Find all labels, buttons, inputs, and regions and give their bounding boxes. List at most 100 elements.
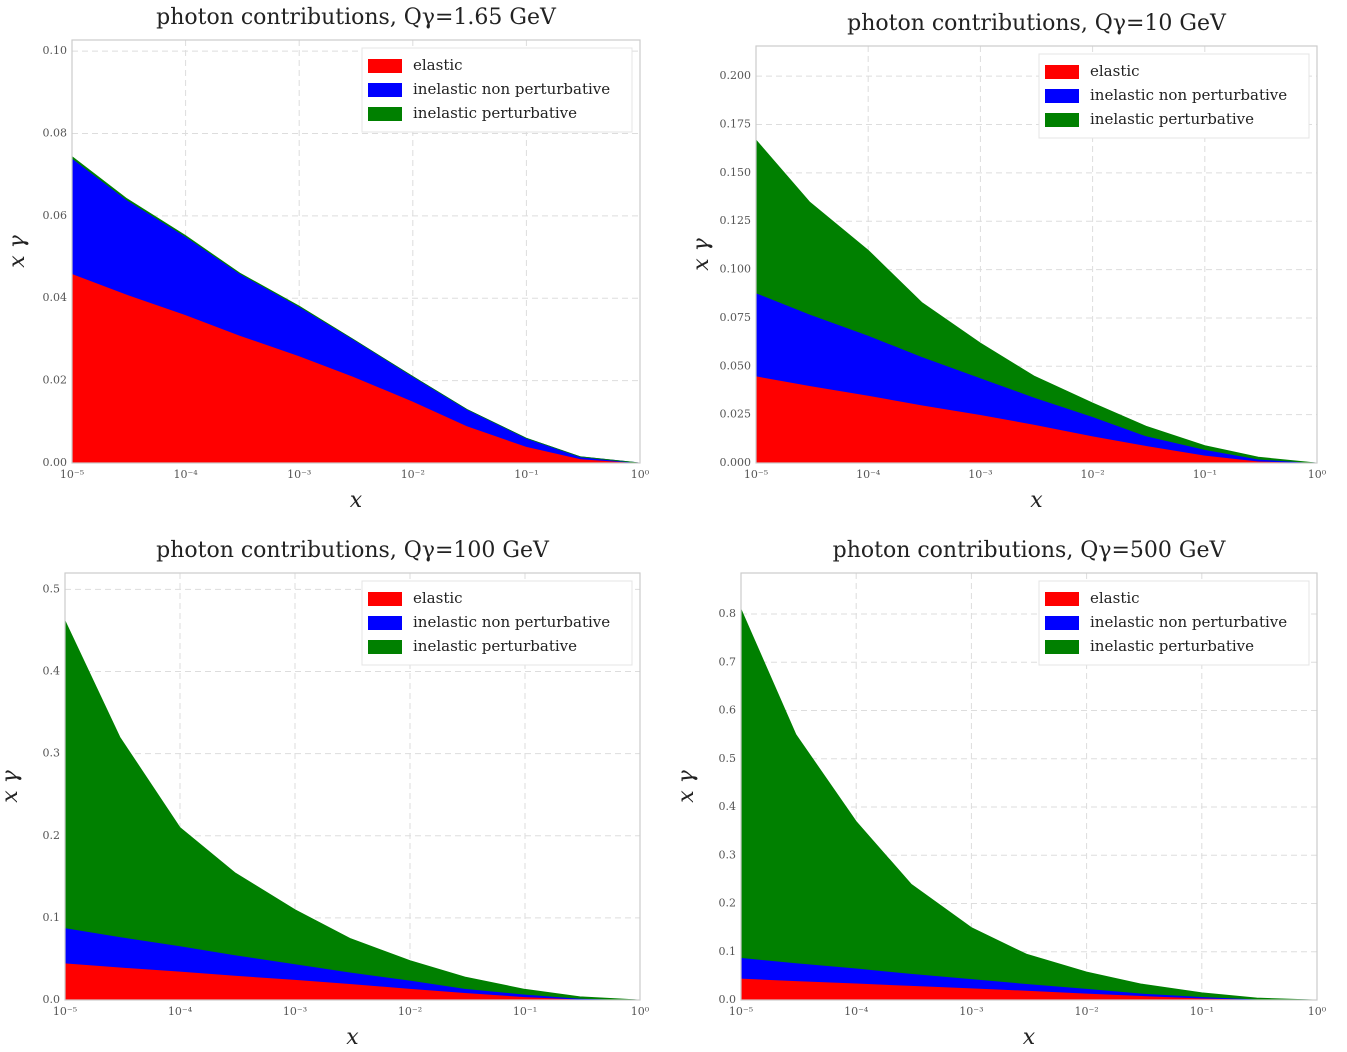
x-tick-label: 10⁻¹: [514, 468, 538, 481]
y-tick-label: 0.02: [43, 374, 68, 387]
legend-swatch: [368, 83, 402, 97]
y-tick-label: 0.00: [43, 456, 68, 469]
y-tick-label: 0.5: [719, 752, 737, 765]
axes-frame: [64, 572, 641, 1001]
x-tick-label: 10⁻²: [1074, 1005, 1098, 1018]
legend-label: inelastic perturbative: [413, 637, 577, 655]
y-tick-label: 0.3: [43, 747, 61, 760]
legend-swatch: [1045, 592, 1079, 606]
y-tick-label: 0.4: [43, 665, 61, 678]
legend-label: inelastic non perturbative: [413, 80, 610, 98]
x-tick-label: 10⁻³: [968, 468, 992, 481]
x-tick-label: 10⁻²: [398, 1005, 422, 1018]
legend-label: inelastic perturbative: [413, 104, 577, 122]
legend-box: [1038, 53, 1310, 139]
y-tick-label: 0.10: [43, 44, 68, 57]
y-tick-label: 0.7: [719, 655, 737, 668]
y-tick-label: 0.1: [43, 911, 61, 924]
x-axis-label: x: [346, 1025, 359, 1048]
x-axis-label: x: [1023, 1025, 1036, 1048]
y-tick-label: 0.150: [720, 166, 752, 179]
y-axis-label: x γ: [674, 769, 699, 802]
y-axis-label: x γ: [5, 234, 30, 267]
x-axis-label: x: [350, 488, 363, 513]
y-tick-label: 0.100: [720, 263, 752, 276]
legend-label: inelastic non perturbative: [413, 613, 610, 631]
legend-swatch: [368, 107, 402, 121]
chart-title: photon contributions, Qγ=1.65 GeV: [156, 5, 557, 30]
y-tick-label: 0.0: [43, 993, 61, 1006]
x-tick-label: 10⁰: [631, 1005, 650, 1018]
y-tick-label: 0.025: [720, 408, 752, 421]
x-tick-label: 10⁻¹: [1193, 468, 1217, 481]
legend-box: [1038, 580, 1310, 666]
legend-swatch: [1045, 113, 1079, 127]
x-tick-label: 10⁻⁵: [60, 468, 84, 481]
legend-label: elastic: [1090, 589, 1140, 607]
x-tick-label: 10⁰: [1308, 1005, 1327, 1018]
legend-swatch: [1045, 89, 1079, 103]
x-tick-label: 10⁻⁴: [173, 468, 198, 481]
axes-frame: [71, 39, 641, 464]
y-tick-label: 0.075: [720, 311, 752, 324]
y-tick-label: 0.5: [43, 582, 61, 595]
y-tick-label: 0.125: [720, 214, 752, 227]
legend-label: inelastic non perturbative: [1090, 86, 1287, 104]
x-tick-label: 10⁻²: [1080, 468, 1104, 481]
panel: 0.000 0.025 0.050 0.075 0.100 0.125 0.150 0.175…: [689, 11, 1327, 513]
y-tick-label: 0.2: [719, 897, 737, 910]
x-tick-label: 10⁻⁴: [168, 1005, 193, 1018]
panel: 0.00 0.02 0.04 0.06 0.08 0.10 10⁻⁵ 10⁻⁴ 10⁻³ 10⁻²…: [5, 5, 650, 513]
x-tick-label: 10⁻³: [287, 468, 311, 481]
legend-label: inelastic perturbative: [1090, 637, 1254, 655]
legend-swatch: [368, 640, 402, 654]
x-tick-label: 10⁻³: [959, 1005, 983, 1018]
legend-label: inelastic non perturbative: [1090, 613, 1287, 631]
y-axis-label: x γ: [0, 769, 23, 802]
y-tick-label: 0.1: [719, 945, 737, 958]
legend-label: elastic: [413, 589, 463, 607]
area: [71, 155, 641, 464]
panel: 0.0 0.1 0.2 0.3 0.4 0.5 0.6 0.7 0.8 10⁻⁵ 10⁻⁴ 10⁻³ 1…: [674, 538, 1327, 1050]
y-tick-label: 0.2: [43, 829, 61, 842]
y-tick-label: 0.4: [719, 800, 737, 813]
area: [64, 620, 641, 1001]
x-tick-label: 10⁻⁵: [744, 468, 768, 481]
x-tick-label: 10⁰: [631, 468, 650, 481]
x-axis-label: x: [1030, 488, 1043, 513]
legend-swatch: [368, 592, 402, 606]
y-tick-label: 0.0: [719, 993, 737, 1006]
x-tick-label: 10⁻¹: [513, 1005, 537, 1018]
y-tick-label: 0.04: [43, 291, 68, 304]
x-tick-label: 10⁻⁴: [856, 468, 881, 481]
x-tick-label: 10⁻¹: [1190, 1005, 1214, 1018]
x-tick-label: 10⁻³: [283, 1005, 307, 1018]
legend-label: inelastic perturbative: [1090, 110, 1254, 128]
axes-frame: [755, 45, 1318, 464]
x-tick-label: 10⁻²: [401, 468, 425, 481]
y-tick-label: 0.06: [43, 209, 68, 222]
legend-swatch: [1045, 616, 1079, 630]
legend-swatch: [368, 616, 402, 630]
legend-label: elastic: [413, 56, 463, 74]
y-tick-label: 0.000: [720, 456, 752, 469]
area: [755, 138, 1318, 464]
chart-title: photon contributions, Qγ=100 GeV: [156, 538, 550, 563]
y-axis-label: x γ: [689, 237, 714, 270]
legend-swatch: [1045, 65, 1079, 79]
legend-box: [361, 580, 633, 666]
legend-swatch: [368, 59, 402, 73]
x-tick-label: 10⁻⁵: [729, 1005, 753, 1018]
y-tick-label: 0.200: [720, 69, 752, 82]
y-tick-label: 0.08: [43, 126, 68, 139]
chart-title: photon contributions, Qγ=10 GeV: [847, 11, 1227, 36]
y-tick-label: 0.8: [719, 607, 737, 620]
x-tick-label: 10⁻⁴: [844, 1005, 869, 1018]
x-tick-label: 10⁰: [1308, 468, 1327, 481]
y-tick-label: 0.6: [719, 704, 737, 717]
legend-label: elastic: [1090, 62, 1140, 80]
legend-box: [361, 47, 633, 133]
panel: 0.0 0.1 0.2 0.3 0.4 0.5 10⁻⁵ 10⁻⁴ 10⁻³ 10⁻² 10⁻¹ 10…: [0, 538, 650, 1050]
chart-title: photon contributions, Qγ=500 GeV: [833, 538, 1227, 563]
